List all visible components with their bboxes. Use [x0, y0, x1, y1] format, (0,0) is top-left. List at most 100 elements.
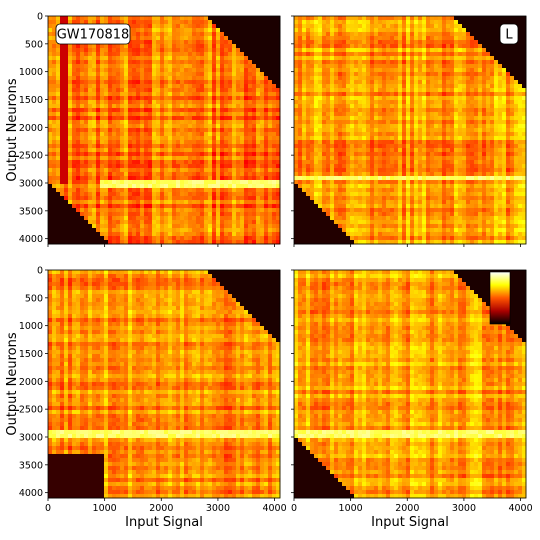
- heatmap-cell: [56, 160, 61, 165]
- heatmap-cell: [302, 128, 307, 133]
- heatmap-cell: [164, 216, 169, 221]
- heatmap-cell: [200, 180, 205, 185]
- heatmap-cell: [108, 144, 113, 149]
- heatmap-cell: [244, 172, 249, 177]
- heatmap-cell: [224, 156, 229, 161]
- heatmap-cell: [490, 120, 495, 125]
- heatmap-cell: [108, 212, 113, 217]
- heatmap-cell: [490, 108, 495, 113]
- heatmap-cell: [224, 184, 229, 189]
- heatmap-cell: [120, 124, 125, 129]
- heatmap-cell: [314, 128, 319, 133]
- heatmap-cell: [56, 220, 61, 225]
- heatmap-cell: [276, 212, 281, 217]
- heatmap-cell: [120, 92, 125, 97]
- heatmap-cell: [164, 152, 169, 157]
- heatmap-cell: [252, 24, 257, 29]
- heatmap-cell: [68, 220, 73, 225]
- heatmap-cell: [224, 208, 229, 213]
- heatmap-cell: [252, 64, 257, 69]
- heatmap-cell: [314, 80, 319, 85]
- heatmap-cell: [136, 44, 141, 49]
- heatmap-cell: [338, 112, 343, 117]
- heatmap-cell: [474, 52, 479, 57]
- heatmap-cell: [398, 120, 403, 125]
- heatmap-cell: [84, 152, 89, 157]
- heatmap-cell: [228, 184, 233, 189]
- heatmap-cell: [272, 28, 277, 33]
- heatmap-cell: [236, 88, 241, 93]
- heatmap-cell: [100, 80, 105, 85]
- heatmap-cell: [466, 52, 471, 57]
- heatmap-cell: [264, 84, 269, 89]
- heatmap-cell: [160, 164, 165, 169]
- heatmap-cell: [414, 100, 419, 105]
- heatmap-cell: [100, 60, 105, 65]
- heatmap-cell: [172, 36, 177, 41]
- heatmap-cell: [80, 188, 85, 193]
- heatmap-cell: [116, 156, 121, 161]
- heatmap-cell: [68, 72, 73, 77]
- heatmap-cell: [156, 108, 161, 113]
- heatmap-cell: [382, 72, 387, 77]
- heatmap-cell: [510, 76, 515, 81]
- heatmap-cell: [430, 88, 435, 93]
- heatmap-cell: [76, 48, 81, 53]
- heatmap-cell: [88, 156, 93, 161]
- heatmap-cell: [220, 88, 225, 93]
- heatmap-cell: [132, 104, 137, 109]
- heatmap-cell: [264, 132, 269, 137]
- heatmap-cell: [450, 52, 455, 57]
- heatmap-cell: [466, 104, 471, 109]
- heatmap-cell: [244, 92, 249, 97]
- heatmap-cell: [422, 128, 427, 133]
- heatmap-cell: [216, 180, 221, 185]
- heatmap-cell: [494, 112, 499, 117]
- heatmap-cell: [272, 156, 277, 161]
- heatmap-cell: [446, 44, 451, 49]
- heatmap-cell: [180, 196, 185, 201]
- heatmap-cell: [486, 64, 491, 69]
- heatmap-cell: [382, 128, 387, 133]
- heatmap-cell: [180, 56, 185, 61]
- heatmap-cell: [80, 160, 85, 165]
- heatmap-cell: [220, 24, 225, 29]
- heatmap-cell: [406, 68, 411, 73]
- heatmap-cell: [204, 144, 209, 149]
- heatmap-cell: [518, 52, 523, 57]
- heatmap-cell: [302, 80, 307, 85]
- heatmap-cell: [60, 236, 65, 241]
- heatmap-cell: [394, 92, 399, 97]
- y-tick-label: 500: [25, 39, 43, 50]
- heatmap-cell: [438, 60, 443, 65]
- heatmap-cell: [84, 224, 89, 229]
- heatmap-cell: [132, 128, 137, 133]
- heatmap-cell: [358, 36, 363, 41]
- heatmap-cell: [68, 64, 73, 69]
- heatmap-cell: [228, 212, 233, 217]
- heatmap-cell: [216, 76, 221, 81]
- heatmap-cell: [212, 116, 217, 121]
- heatmap-cell: [478, 44, 483, 49]
- heatmap-cell: [208, 104, 213, 109]
- heatmap-cell: [184, 220, 189, 225]
- heatmap-cell: [48, 24, 53, 29]
- heatmap-cell: [188, 24, 193, 29]
- heatmap-cell: [216, 88, 221, 93]
- heatmap-cell: [168, 192, 173, 197]
- heatmap-cell: [196, 120, 201, 125]
- heatmap-cell: [148, 172, 153, 177]
- heatmap-cell: [56, 180, 61, 185]
- heatmap-cell: [430, 84, 435, 89]
- heatmap-cell: [164, 128, 169, 133]
- heatmap-cell: [482, 60, 487, 65]
- heatmap-cell: [378, 64, 383, 69]
- heatmap-cell: [204, 124, 209, 129]
- heatmap-cell: [474, 64, 479, 69]
- heatmap-cell: [306, 124, 311, 129]
- heatmap-cell: [164, 48, 169, 53]
- heatmap-cell: [294, 64, 299, 69]
- heatmap-cell: [96, 124, 101, 129]
- heatmap-cell: [314, 56, 319, 61]
- heatmap-cell: [120, 240, 125, 245]
